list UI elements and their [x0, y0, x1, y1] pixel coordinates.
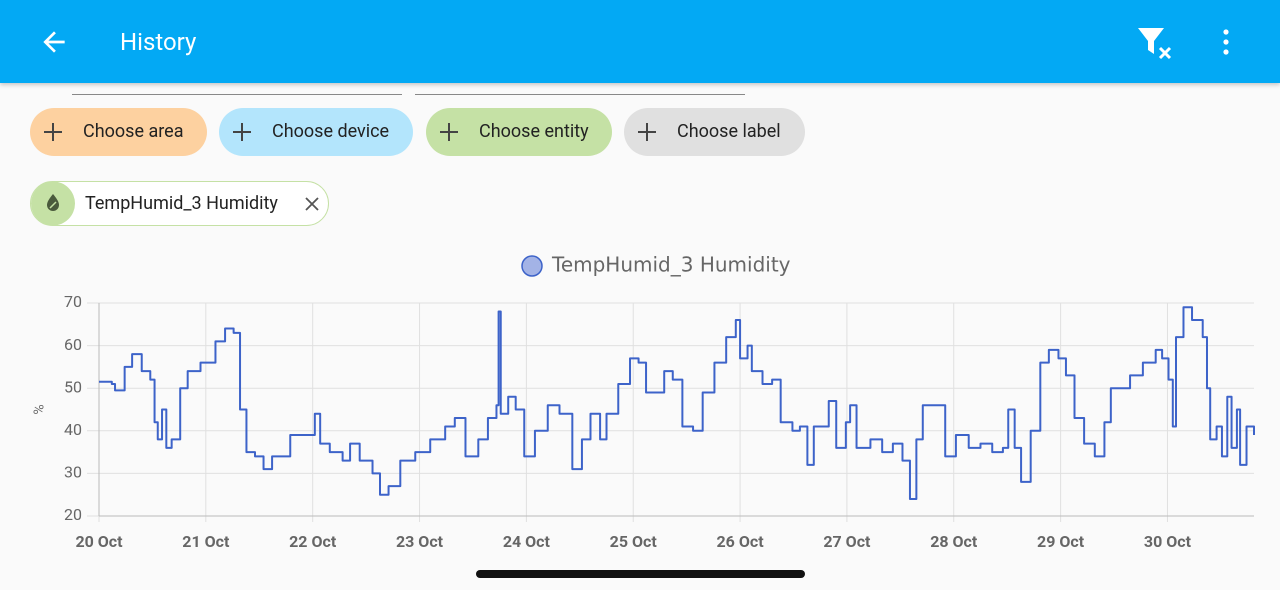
- x-tick-label: 25 Oct: [610, 532, 658, 551]
- y-tick-label: 50: [64, 377, 82, 396]
- x-tick-label: 28 Oct: [930, 532, 978, 551]
- plus-icon: [638, 123, 656, 141]
- chip-label: Choose area: [83, 121, 184, 142]
- entity-name: TempHumid_3 Humidity: [85, 193, 278, 214]
- selected-entity-chip: TempHumid_3 Humidity: [30, 181, 329, 226]
- y-tick-label: 30: [64, 463, 82, 482]
- remove-entity-button[interactable]: [305, 197, 319, 211]
- plus-icon: [233, 123, 251, 141]
- x-tick-label: 29 Oct: [1037, 532, 1085, 551]
- chip-label: Choose entity: [479, 121, 589, 142]
- y-tick-label: 70: [64, 292, 82, 311]
- x-tick-label: 23 Oct: [396, 532, 444, 551]
- plus-icon: [44, 123, 62, 141]
- x-tick-label: 24 Oct: [503, 532, 551, 551]
- filter-chip[interactable]: Choose entity: [426, 108, 612, 156]
- x-tick-label: 27 Oct: [823, 532, 871, 551]
- filter-chip[interactable]: Choose area: [30, 108, 207, 156]
- page-title: History: [120, 28, 197, 56]
- y-tick-label: 20: [64, 505, 82, 524]
- filter-chip[interactable]: Choose label: [624, 108, 805, 156]
- y-tick-label: 60: [64, 335, 82, 354]
- data-line: [99, 306, 1255, 500]
- x-tick-label: 22 Oct: [289, 532, 337, 551]
- chip-label: Choose device: [272, 121, 390, 142]
- x-tick-label: 26 Oct: [717, 532, 765, 551]
- x-tick-label: 30 Oct: [1144, 532, 1192, 551]
- menu-button[interactable]: [1214, 28, 1238, 56]
- filter-chip[interactable]: Choose device: [219, 108, 413, 156]
- entity-icon: [31, 181, 75, 226]
- legend-marker: [521, 255, 543, 277]
- clear-filter-button[interactable]: [1136, 26, 1176, 60]
- chip-label: Choose label: [677, 121, 781, 142]
- plus-icon: [440, 123, 458, 141]
- legend-label: TempHumid_3 Humidity: [551, 253, 791, 277]
- y-tick-label: 40: [64, 420, 82, 439]
- x-tick-label: 21 Oct: [182, 532, 230, 551]
- date-input-line[interactable]: [72, 94, 402, 95]
- home-indicator: [476, 570, 805, 578]
- back-button[interactable]: [38, 26, 70, 58]
- date-input-line[interactable]: [415, 94, 745, 95]
- y-axis-label: %: [32, 404, 48, 414]
- history-chart: TempHumid_3 Humidity 20 30 40 50 60 70 20 Oct 21…: [32, 253, 1255, 551]
- x-tick-label: 20 Oct: [75, 532, 123, 551]
- app-bar: History: [0, 0, 1280, 83]
